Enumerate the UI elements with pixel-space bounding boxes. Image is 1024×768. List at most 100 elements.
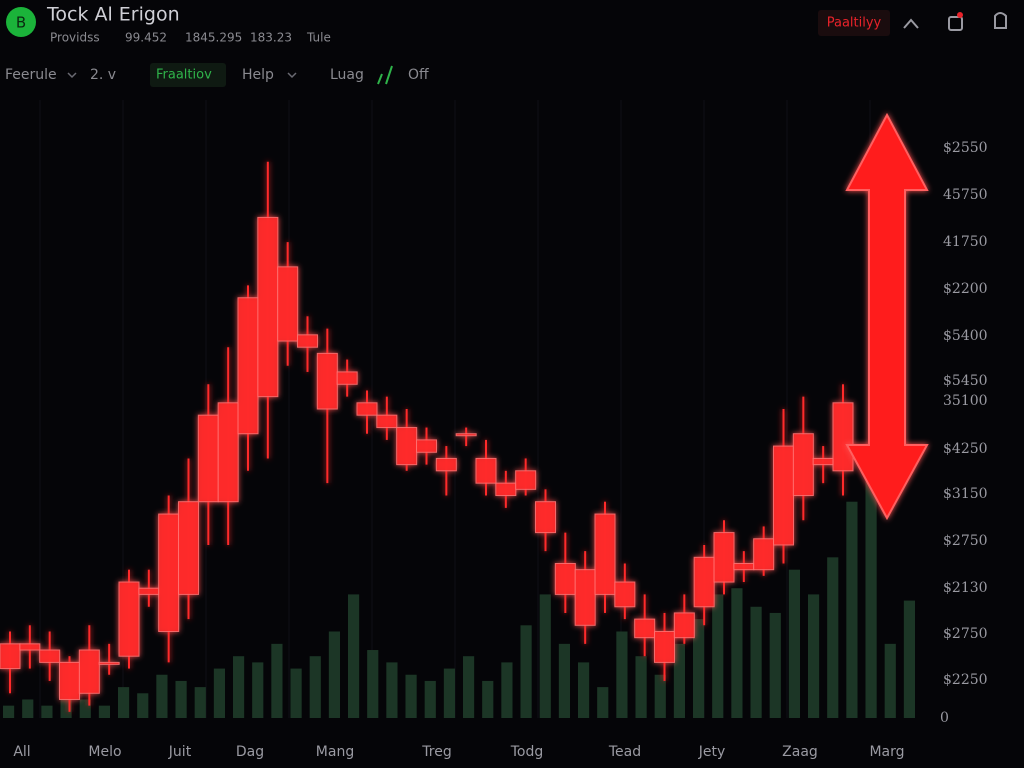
volume-bar: [22, 699, 34, 718]
volume-bar: [903, 600, 915, 718]
volume-bar: [290, 668, 302, 718]
volume-bar: [463, 656, 475, 718]
candle-body: [376, 414, 398, 429]
candle-body: [713, 532, 735, 583]
volume-bar: [520, 625, 532, 718]
volume-bar: [884, 643, 896, 718]
candle-body: [515, 470, 537, 490]
toolbar-item[interactable]: Luag: [330, 67, 364, 83]
x-label: Marg: [869, 744, 904, 760]
volume-bar: [712, 594, 724, 718]
candle-body: [594, 513, 616, 595]
candle-body: [792, 433, 814, 497]
volume-bar: [635, 656, 647, 718]
candle-body: [416, 439, 437, 453]
app-title: Tock Al Erigon: [46, 4, 180, 26]
volume-bar: [194, 687, 206, 718]
volume-layer: [3, 470, 915, 718]
price-label: $2200: [943, 281, 988, 297]
volume-bar: [443, 668, 455, 718]
volume-bar: [654, 674, 666, 718]
volume-bar: [846, 501, 858, 718]
candle-body: [158, 513, 180, 632]
stat: Tule: [306, 31, 331, 45]
volume-bar: [731, 588, 743, 718]
volume-bar: [367, 650, 379, 718]
price-label: $5400: [943, 328, 988, 344]
candle-body: [59, 661, 80, 700]
price-label: $2750: [943, 626, 988, 642]
volume-bar: [424, 680, 436, 718]
x-label: Treg: [421, 744, 451, 760]
candle-body: [0, 643, 21, 670]
toolbar-item[interactable]: Feerule: [5, 67, 57, 83]
price-label: $2250: [943, 672, 988, 688]
candle-body: [217, 402, 239, 503]
candle-body: [336, 371, 358, 385]
candle-body: [455, 433, 477, 437]
price-label: $4250: [943, 441, 988, 457]
collapse-icon[interactable]: [903, 18, 919, 29]
candle-body: [237, 297, 259, 435]
badge: Paaltilyy: [827, 16, 882, 31]
menu-icon[interactable]: [994, 12, 1007, 29]
candle-body: [39, 649, 61, 663]
candle-body: [356, 402, 378, 416]
x-label: Juit: [168, 744, 192, 760]
logo-icon[interactable]: [6, 7, 36, 37]
candle-body: [654, 630, 675, 663]
volume-bar: [405, 674, 417, 718]
toolbar-item[interactable]: 2. v: [90, 67, 116, 83]
price-label: $2130: [943, 580, 988, 596]
price-label: 35100: [943, 393, 988, 409]
candle-body: [78, 649, 100, 694]
toggle-icon[interactable]: [377, 65, 393, 85]
logo-letter: B: [16, 14, 26, 32]
stat: 183.23: [250, 31, 292, 45]
volume-bar: [865, 470, 877, 718]
candle-body: [753, 538, 775, 571]
volume-bar: [3, 705, 15, 718]
candle-body: [495, 482, 517, 497]
toolbar-item[interactable]: Off: [408, 67, 429, 83]
candle-body: [535, 501, 556, 534]
toolbar-item[interactable]: Fraaltiov: [156, 68, 212, 83]
candle-body: [614, 581, 636, 608]
x-label: All: [13, 744, 30, 760]
volume-bar: [98, 705, 110, 718]
candle-body: [19, 643, 41, 651]
candle-body: [257, 216, 279, 398]
candle-body: [812, 457, 834, 466]
volume-bar: [482, 680, 494, 718]
trend-arrow: [845, 112, 929, 521]
volume-bar: [808, 594, 820, 718]
toolbar-active-bg[interactable]: [150, 63, 226, 87]
stat: 1845.295: [185, 31, 242, 45]
candle-body: [277, 266, 299, 342]
volume-bar: [309, 656, 321, 718]
volume-bar: [175, 680, 187, 718]
candle-body: [118, 581, 140, 657]
candle-body: [98, 661, 120, 665]
candle-body: [733, 563, 755, 571]
volume-bar: [539, 594, 551, 718]
candle-body: [435, 457, 457, 472]
candle-layer: [0, 161, 854, 712]
volume-bar: [769, 612, 781, 718]
x-label: Todg: [510, 744, 544, 760]
price-label: $3150: [943, 486, 988, 502]
candle-body: [396, 427, 418, 466]
volume-bar: [60, 693, 72, 718]
badge-bg[interactable]: [818, 10, 890, 36]
x-label: Tead: [608, 744, 641, 760]
volume-bar: [233, 656, 245, 718]
candle-body: [832, 402, 854, 472]
candle-body: [297, 334, 318, 348]
toolbar-item[interactable]: Help: [242, 67, 274, 83]
volume-bar: [558, 643, 570, 718]
candle-body: [574, 569, 596, 626]
price-label: $5450: [943, 373, 988, 389]
window-icon[interactable]: [948, 16, 963, 31]
volume-bar: [41, 705, 53, 718]
